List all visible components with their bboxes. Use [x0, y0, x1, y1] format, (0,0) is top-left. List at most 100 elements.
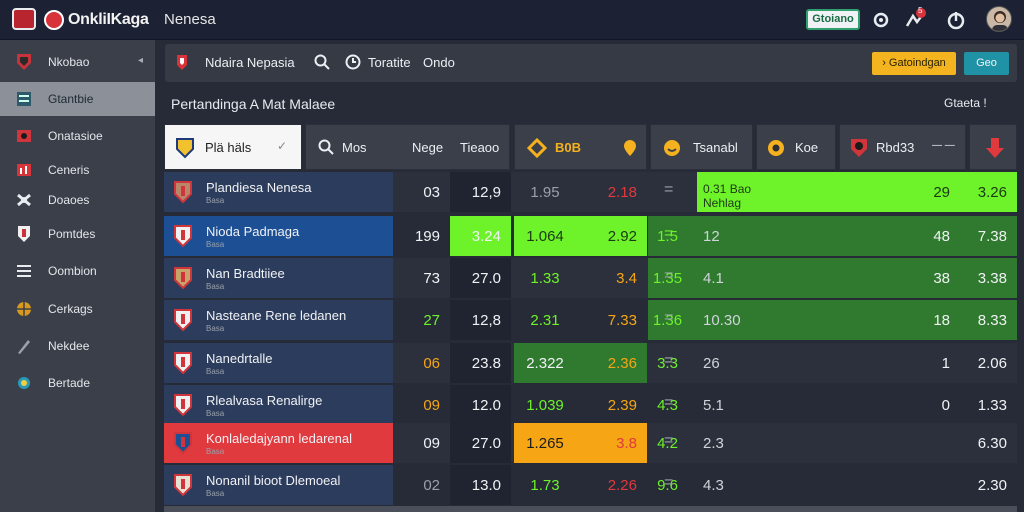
- name-cell-bg: [164, 300, 393, 340]
- pen-icon: [18, 340, 30, 354]
- clock-icon[interactable]: [345, 54, 361, 70]
- sidebar-item-6[interactable]: Oombion: [0, 254, 155, 288]
- team-name[interactable]: Nasteane Rene ledanen: [206, 308, 347, 323]
- league-toolbar: Ndaira Nepasia Toratite Ondo › Gatoindga…: [165, 44, 1017, 82]
- trend-equal-icon: =: [664, 267, 674, 284]
- league-flag-icon: [177, 55, 187, 70]
- cell-c5: 1.36: [652, 312, 683, 329]
- ball-icon: [768, 140, 784, 156]
- cell-c2: 27.0: [471, 270, 501, 287]
- sidebar-item-3[interactable]: Ceneris: [0, 153, 155, 187]
- cell-c6: 10.30: [703, 312, 741, 329]
- sidebar-item-4[interactable]: Doaoes: [0, 183, 155, 217]
- sidebar-item-label: Pomtdes: [48, 227, 96, 241]
- teal-action-label: Geo: [976, 57, 997, 69]
- settings-icon[interactable]: [869, 8, 893, 32]
- team-subtitle: Basa: [206, 489, 225, 498]
- search-icon[interactable]: [314, 54, 330, 70]
- search-icon: [318, 139, 334, 155]
- cell-c5: 4.3: [657, 397, 678, 414]
- filter-chip-club[interactable]: Rbd33 — —: [839, 124, 966, 170]
- cell-c1: 199: [414, 228, 440, 245]
- gear-icon: [17, 193, 31, 207]
- sidebar-item-7[interactable]: Cerkags: [0, 292, 155, 326]
- teal-action-button[interactable]: Geo: [964, 52, 1009, 75]
- team-name[interactable]: Rlealvasa Renalirge: [206, 393, 323, 408]
- power-icon[interactable]: [944, 8, 968, 32]
- notifications-icon[interactable]: [903, 8, 927, 32]
- odds-cell-bg: [450, 465, 511, 505]
- cell-c6: 4.3: [703, 477, 724, 494]
- team-name[interactable]: Nan Bradtiiee: [206, 266, 285, 281]
- page-title: Nenesa: [164, 11, 216, 28]
- cell-c6: 0.31 Bao Nehlag: [703, 182, 752, 210]
- filter-value[interactable]: Ondo: [423, 55, 455, 70]
- user-avatar[interactable]: [986, 6, 1012, 32]
- team-name[interactable]: Plandiesa Nenesa: [206, 180, 312, 195]
- yellow-action-label: Gatoindgan: [888, 57, 946, 69]
- sort-button[interactable]: [969, 124, 1017, 170]
- cell-c3: 1.039: [526, 397, 564, 414]
- sidebar-item-2[interactable]: Onatasioe: [0, 119, 155, 153]
- filter-label[interactable]: Toratite: [368, 55, 411, 70]
- cell-c4: 3.8: [616, 435, 637, 452]
- filter-chip-team[interactable]: Plä häls ✓: [164, 124, 302, 170]
- app-logo-icon[interactable]: [12, 8, 36, 30]
- team-crest-icon: [174, 394, 192, 417]
- table-row[interactable]: Nanedrtalle Basa 06 23.8 2.322 2.36 3.3 26 1 2.06…: [164, 343, 1017, 383]
- highlight-cell: [869, 216, 960, 256]
- table-row[interactable]: Rlealvasa Renalirge Basa 09 12.0 1.039 2.39 4.…: [164, 385, 1017, 425]
- section-right-link[interactable]: Gtaeta !: [944, 96, 987, 110]
- top-action-button[interactable]: Gtoiano: [806, 9, 860, 30]
- cell-c4: 2.26: [607, 477, 637, 494]
- table-row[interactable]: Nan Bradtiiee Basa 73 27.0 1.33 3.4 1.35 4.1 38 3…: [164, 258, 1017, 298]
- filter-chip-search[interactable]: Mos Nege Tieaoo: [305, 124, 510, 170]
- cell-c8: 0: [941, 397, 950, 414]
- collapse-icon[interactable]: ◂: [138, 55, 144, 66]
- table-row[interactable]: Plandiesa Nenesa Basa 03 12,9 1.95 2.18 0.31 B…: [164, 172, 1017, 212]
- cell-c3: 2.322: [526, 355, 564, 372]
- cell-c2: 27.0: [471, 435, 501, 452]
- cell-c1: 09: [423, 397, 440, 414]
- highlight-cell: [697, 258, 789, 298]
- sidebar-item-1[interactable]: Gtantbie: [0, 82, 155, 116]
- sidebar-item-0[interactable]: Nkobao ◂: [0, 45, 155, 79]
- team-subtitle: Basa: [206, 409, 225, 418]
- team-crest-icon: [174, 181, 192, 204]
- team-subtitle: Basa: [206, 324, 225, 333]
- trend-equal-icon: =: [664, 394, 674, 411]
- sidebar-item-label: Nekdee: [48, 339, 90, 353]
- team-name[interactable]: Nioda Padmaga: [206, 224, 300, 239]
- sidebar-item-9[interactable]: Bertade: [0, 366, 155, 400]
- highlight-cell: [648, 216, 697, 256]
- cell-c2: 12.0: [471, 397, 501, 414]
- highlight-cell: [869, 258, 960, 298]
- sidebar-item-8[interactable]: Nekdee: [0, 329, 155, 363]
- team-crest-icon: [174, 225, 192, 248]
- team-name[interactable]: Nonanil bioot Dlemoeal: [206, 473, 341, 488]
- highlight-cell: [869, 172, 960, 212]
- filter-chip-ball[interactable]: Koe: [756, 124, 836, 170]
- sidebar-item-5[interactable]: Pomtdes: [0, 217, 155, 251]
- trend-equal-icon: =: [664, 181, 674, 198]
- filter-chip-dash: — —: [932, 140, 955, 151]
- league-name[interactable]: Ndaira Nepasia: [205, 55, 295, 70]
- table-row[interactable]: Nonanil bioot Dlemoeal Basa 02 13.0 1.73 2.26…: [164, 465, 1017, 505]
- odds-cell-bg: [450, 385, 511, 425]
- filter-chip-smile[interactable]: Tsanabl: [650, 124, 753, 170]
- cell-c9: 3.26: [977, 184, 1007, 201]
- table-row[interactable]: Nasteane Rene ledanen Basa 27 12,8 2.31 7.33 1…: [164, 300, 1017, 340]
- yellow-action-button[interactable]: › Gatoindgan: [872, 52, 956, 75]
- cell-c6: 5.1: [703, 397, 724, 414]
- team-name[interactable]: Nanedrtalle: [206, 351, 273, 366]
- table-row[interactable]: Nioda Padmaga Basa 199 3.24 1.064 2.92 1.5 12 48…: [164, 216, 1017, 256]
- cell-c6: 4.1: [703, 270, 724, 287]
- filter-chip-coin[interactable]: B0B: [514, 124, 647, 170]
- trend-equal-icon: =: [664, 225, 674, 242]
- cell-c3: 1.265: [526, 435, 564, 452]
- highlight-cell: [514, 343, 586, 383]
- horizontal-scrollbar[interactable]: [164, 506, 1017, 512]
- table-row[interactable]: Konlaledajyann ledarenal Basa 09 27.0 1.265 3…: [164, 423, 1017, 463]
- cell-c5: 3.3: [657, 355, 678, 372]
- team-name[interactable]: Konlaledajyann ledarenal: [206, 431, 353, 446]
